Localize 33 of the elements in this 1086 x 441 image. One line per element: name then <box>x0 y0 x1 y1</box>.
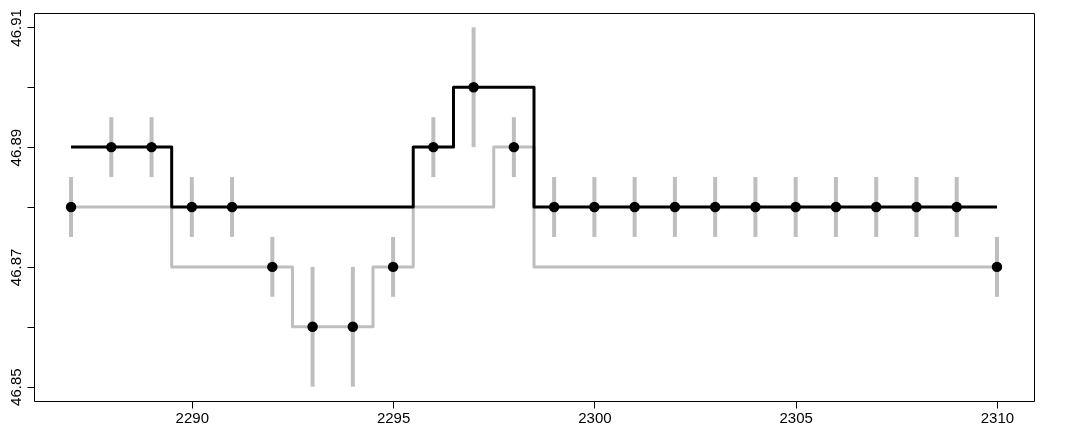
point <box>991 261 1003 273</box>
x-tick-label: 2290 <box>175 408 209 426</box>
y-tick-label: 46.85 <box>6 368 24 406</box>
point <box>589 201 600 213</box>
x-tick-label: 2300 <box>578 408 612 426</box>
point <box>267 261 278 273</box>
point <box>387 261 399 273</box>
point <box>548 201 560 213</box>
x-tick-label: 2305 <box>779 408 813 426</box>
point <box>146 141 157 153</box>
y-tick-label: 46.87 <box>6 248 24 287</box>
point <box>508 141 520 153</box>
point <box>347 321 359 332</box>
point <box>428 141 439 153</box>
point <box>951 201 962 213</box>
point <box>911 201 922 213</box>
x-tick-label: 2295 <box>376 408 411 426</box>
x-tick-label: 2310 <box>980 408 1015 426</box>
y-tick-label: 46.91 <box>6 9 24 47</box>
point <box>629 201 640 213</box>
point <box>669 201 681 213</box>
point <box>106 141 117 153</box>
point <box>65 201 77 213</box>
point <box>186 201 198 213</box>
point <box>870 201 882 213</box>
point <box>226 201 238 213</box>
point <box>307 321 318 332</box>
point <box>790 201 801 213</box>
point <box>468 82 479 93</box>
point <box>830 201 842 213</box>
point <box>709 201 721 213</box>
y-tick-label: 46.89 <box>6 128 24 167</box>
point <box>750 201 761 213</box>
